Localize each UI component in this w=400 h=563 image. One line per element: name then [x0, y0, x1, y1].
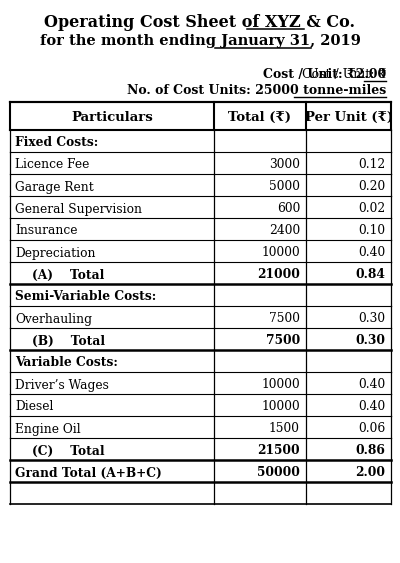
- Text: 21000: 21000: [257, 269, 300, 282]
- Text: Driver’s Wages: Driver’s Wages: [15, 378, 109, 391]
- Text: 10000: 10000: [261, 247, 300, 260]
- Text: 0.12: 0.12: [358, 159, 385, 172]
- Text: Variable Costs:: Variable Costs:: [15, 356, 118, 369]
- Text: Garage Rent: Garage Rent: [15, 181, 94, 194]
- Text: Insurance: Insurance: [15, 225, 78, 238]
- Text: 1500: 1500: [269, 422, 300, 436]
- Text: Total (₹): Total (₹): [228, 111, 292, 124]
- Text: for the month ending January 31, 2019: for the month ending January 31, 2019: [40, 34, 360, 48]
- Text: Semi-Variable Costs:: Semi-Variable Costs:: [15, 291, 156, 303]
- Text: Particulars: Particulars: [71, 111, 153, 124]
- Text: Operating Cost Sheet of XYZ & Co.: Operating Cost Sheet of XYZ & Co.: [44, 14, 356, 31]
- Text: Engine Oil: Engine Oil: [15, 422, 81, 436]
- Text: 5000: 5000: [269, 181, 300, 194]
- Text: 7500: 7500: [269, 312, 300, 325]
- Text: Licence Fee: Licence Fee: [15, 159, 89, 172]
- Text: 0.06: 0.06: [358, 422, 385, 436]
- Text: Grand Total (A+B+C): Grand Total (A+B+C): [15, 467, 162, 480]
- Text: Cost / Unit: ₹: Cost / Unit: ₹: [302, 68, 386, 81]
- Text: 0.10: 0.10: [358, 225, 385, 238]
- Text: 0.30: 0.30: [355, 334, 385, 347]
- Text: Per Unit (₹): Per Unit (₹): [304, 111, 393, 124]
- Text: 7500: 7500: [266, 334, 300, 347]
- Text: 50000: 50000: [257, 467, 300, 480]
- Text: 0.20: 0.20: [358, 181, 385, 194]
- Text: (A)    Total: (A) Total: [15, 269, 104, 282]
- Text: Diesel: Diesel: [15, 400, 53, 413]
- Text: 0.30: 0.30: [358, 312, 385, 325]
- Text: 600: 600: [277, 203, 300, 216]
- Text: 10000: 10000: [261, 378, 300, 391]
- Text: 3000: 3000: [269, 159, 300, 172]
- Text: 0.02: 0.02: [358, 203, 385, 216]
- Text: Depreciation: Depreciation: [15, 247, 96, 260]
- Text: 2400: 2400: [269, 225, 300, 238]
- Text: 0.86: 0.86: [355, 445, 385, 458]
- Text: 2.00: 2.00: [355, 467, 385, 480]
- Text: Overhauling: Overhauling: [15, 312, 92, 325]
- Text: 10000: 10000: [261, 400, 300, 413]
- Text: 0.40: 0.40: [358, 400, 385, 413]
- Text: 0.84: 0.84: [355, 269, 385, 282]
- Text: Fixed Costs:: Fixed Costs:: [15, 136, 98, 150]
- Text: 0.40: 0.40: [358, 378, 385, 391]
- Text: No. of Cost Units: 25000 tonne-miles: No. of Cost Units: 25000 tonne-miles: [127, 84, 386, 97]
- Text: Cost / Unit: ₹2.00: Cost / Unit: ₹2.00: [263, 68, 386, 81]
- Text: (B)    Total: (B) Total: [15, 334, 105, 347]
- Text: General Supervision: General Supervision: [15, 203, 142, 216]
- Text: (C)    Total: (C) Total: [15, 445, 105, 458]
- Text: 0.40: 0.40: [358, 247, 385, 260]
- Text: 21500: 21500: [257, 445, 300, 458]
